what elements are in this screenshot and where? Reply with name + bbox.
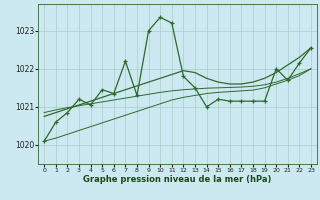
- X-axis label: Graphe pression niveau de la mer (hPa): Graphe pression niveau de la mer (hPa): [84, 175, 272, 184]
